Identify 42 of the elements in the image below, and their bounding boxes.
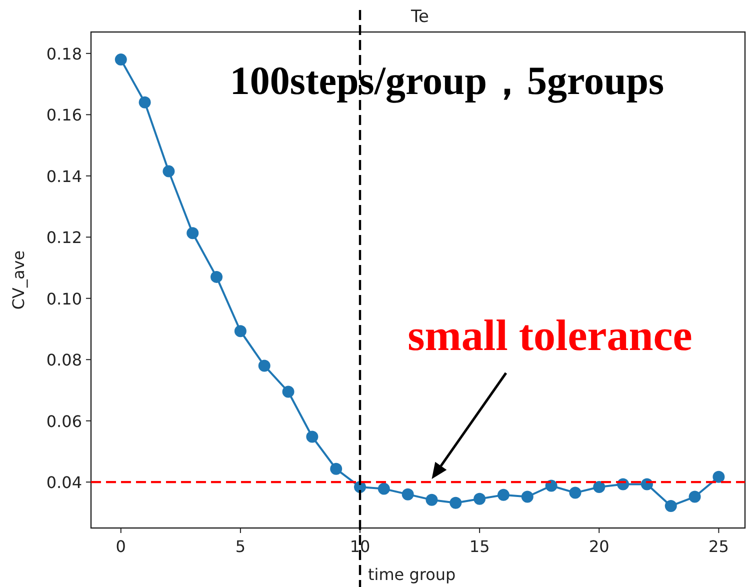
x-axis-title: time group — [368, 565, 456, 584]
point — [138, 96, 151, 108]
point — [210, 270, 223, 283]
point — [545, 480, 558, 492]
point — [688, 490, 701, 503]
y-tick-label: 0.04 — [46, 473, 82, 492]
chart-title: Te — [410, 7, 429, 27]
point — [426, 494, 438, 506]
y-axis-title: CV_ave — [9, 250, 28, 310]
point — [712, 470, 725, 483]
point — [450, 496, 462, 509]
x-tick-label: 0 — [116, 537, 126, 556]
y-tick-label: 0.06 — [46, 412, 82, 431]
annotation: small tolerance — [408, 311, 692, 360]
point — [378, 482, 390, 495]
y-tick-label: 0.10 — [46, 289, 82, 308]
y-tick-label: 0.16 — [46, 106, 82, 125]
y-tick-label: 0.12 — [46, 228, 82, 248]
point — [593, 480, 606, 493]
point — [521, 490, 534, 503]
y-tick-label: 0.18 — [46, 44, 82, 64]
x-tick-label: 15 — [469, 537, 490, 556]
x-tick-label: 10 — [350, 537, 370, 556]
point — [569, 486, 582, 499]
y-tick-label: 0.08 — [46, 350, 82, 370]
point — [402, 488, 414, 500]
point — [474, 492, 486, 505]
x-tick-label: 25 — [708, 537, 729, 556]
x-tick-label: 20 — [588, 537, 610, 556]
point — [258, 360, 270, 372]
point — [306, 430, 318, 443]
point — [282, 386, 294, 398]
point — [497, 488, 510, 501]
point — [162, 165, 175, 178]
point — [664, 500, 677, 512]
point — [330, 462, 342, 475]
annotation: 100steps/group，5groups — [230, 58, 664, 103]
point — [186, 227, 199, 240]
point — [114, 54, 127, 66]
point — [234, 325, 246, 338]
x-tick-label: 5 — [235, 537, 246, 556]
y-tick-label: 0.14 — [46, 166, 82, 186]
